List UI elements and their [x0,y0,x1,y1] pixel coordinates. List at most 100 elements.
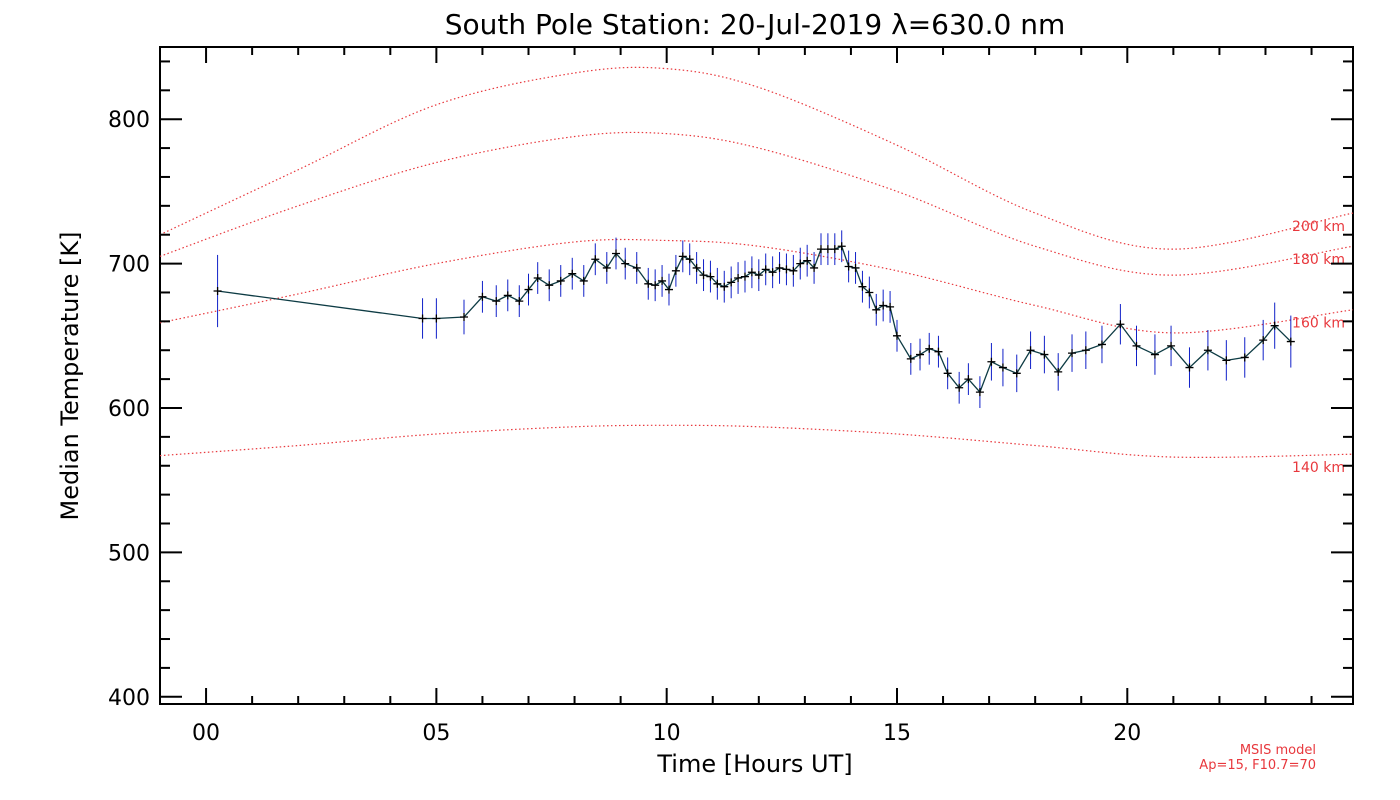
data-point [706,272,715,281]
data-point [782,265,791,274]
data-point [1040,350,1049,359]
data-point [671,266,680,275]
data-point [1068,349,1077,358]
temperature-line [217,245,1292,394]
data-point [556,276,565,285]
data-point [872,305,881,314]
x-tick-label: 20 [1113,721,1141,746]
data-point [964,375,973,384]
data-point [998,363,1007,372]
data-point [934,347,943,356]
data-point [579,276,588,285]
data-point [621,259,630,268]
data-point [740,272,749,281]
model-curve-200-km [159,66,1354,250]
data-point [1097,340,1106,349]
data-point [545,281,554,290]
data-point [803,256,812,265]
data-point [503,291,512,300]
model-curve-160-km [159,238,1354,334]
data-point [658,276,667,285]
model-curve-180-km [159,131,1354,276]
data-point [418,314,427,323]
data-point [644,279,653,288]
model-curve-140-km [159,424,1354,459]
model-label-140-km: 140 km [1292,460,1345,476]
data-point [651,281,660,290]
data-point [602,263,611,272]
data-point [460,313,469,322]
model-label-200-km: 200 km [1292,219,1345,235]
data-point [844,262,853,271]
data-point [768,268,777,277]
data-point [761,265,770,274]
data-point [955,383,964,392]
data-point [858,282,867,291]
data-point [1132,341,1141,350]
data-point [837,242,846,251]
data-point [492,297,501,306]
y-axis-label: Median Temperature [K] [56,231,84,520]
msis-note-line1: MSIS model [1240,743,1316,758]
y-tick-label: 500 [108,541,150,566]
data-point [810,263,819,272]
data-point [796,259,805,268]
measurement-series [213,230,1295,408]
data-point [1286,337,1295,346]
data-point [734,274,743,283]
data-point [851,263,860,272]
data-point [987,357,996,366]
data-point [879,301,888,310]
data-point [713,279,722,288]
x-tick-label: 10 [653,721,681,746]
data-point [685,255,694,264]
data-point [1270,321,1279,330]
x-tick-label: 00 [192,721,220,746]
data-point [699,271,708,280]
data-point [533,274,542,283]
axis-ticks: 00 05 10 15 20 400 500 600 700 800 [108,47,1353,746]
data-point [213,287,222,296]
data-point [892,331,901,340]
data-point [568,269,577,278]
data-point [789,266,798,275]
data-point [975,388,984,397]
data-point [720,282,729,291]
data-point [727,278,736,287]
plot-frame [159,46,1354,705]
data-point [925,344,934,353]
data-point [1081,346,1090,355]
data-point [747,268,756,277]
data-point [1259,336,1268,345]
data-point [524,285,533,294]
data-point [943,369,952,378]
data-point [886,302,895,311]
data-point [432,314,441,323]
data-point [830,245,839,254]
chart-title: South Pole Station: 20-Jul-2019 λ=630.0 … [445,8,1066,41]
data-point [1222,356,1231,365]
data-point [865,288,874,297]
data-point [1240,353,1249,362]
data-point [612,249,621,258]
data-point [1150,350,1159,359]
data-point [1203,346,1212,355]
data-point [1012,369,1021,378]
data-point [775,263,784,272]
y-tick-label: 400 [108,686,150,711]
data-point [664,285,673,294]
data-point [906,354,915,363]
x-axis-label: Time [Hours UT] [656,750,852,778]
data-point [678,252,687,261]
model-label-160-km: 160 km [1292,316,1345,332]
data-point [1167,341,1176,350]
data-point [754,271,763,280]
x-tick-label: 15 [883,721,911,746]
model-label-180-km: 180 km [1292,252,1345,268]
y-tick-label: 700 [108,253,150,278]
data-point [478,292,487,301]
y-tick-label: 800 [108,108,150,133]
msis-note-line2: Ap=15, F10.7=70 [1199,758,1316,773]
data-point [1185,363,1194,372]
